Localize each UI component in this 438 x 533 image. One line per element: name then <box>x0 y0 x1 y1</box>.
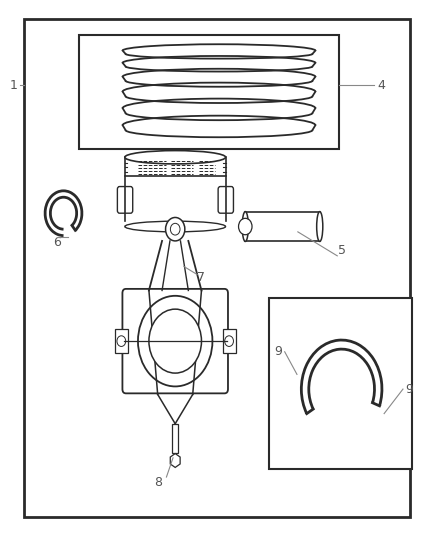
Circle shape <box>149 309 201 373</box>
Circle shape <box>138 296 212 386</box>
Circle shape <box>225 336 233 346</box>
Text: 6: 6 <box>53 236 61 249</box>
Bar <box>24 19 410 517</box>
Text: 8: 8 <box>154 476 162 489</box>
Text: 1: 1 <box>9 79 17 92</box>
Circle shape <box>166 217 185 241</box>
Bar <box>125 157 226 176</box>
Circle shape <box>170 223 180 235</box>
FancyBboxPatch shape <box>218 187 233 213</box>
Bar <box>79 35 339 149</box>
Bar <box>115 329 128 353</box>
Bar <box>223 329 236 353</box>
Text: 9: 9 <box>274 345 282 358</box>
Circle shape <box>239 219 252 235</box>
Text: 4: 4 <box>377 79 385 92</box>
Text: 5: 5 <box>338 244 346 257</box>
Ellipse shape <box>242 212 248 241</box>
Bar <box>172 424 178 453</box>
Ellipse shape <box>317 212 323 241</box>
Text: 7: 7 <box>198 271 205 284</box>
Bar <box>269 298 412 469</box>
Ellipse shape <box>125 150 226 164</box>
FancyBboxPatch shape <box>117 187 133 213</box>
Circle shape <box>117 336 126 346</box>
FancyBboxPatch shape <box>123 289 228 393</box>
Text: 9: 9 <box>406 383 413 395</box>
Ellipse shape <box>125 221 226 232</box>
